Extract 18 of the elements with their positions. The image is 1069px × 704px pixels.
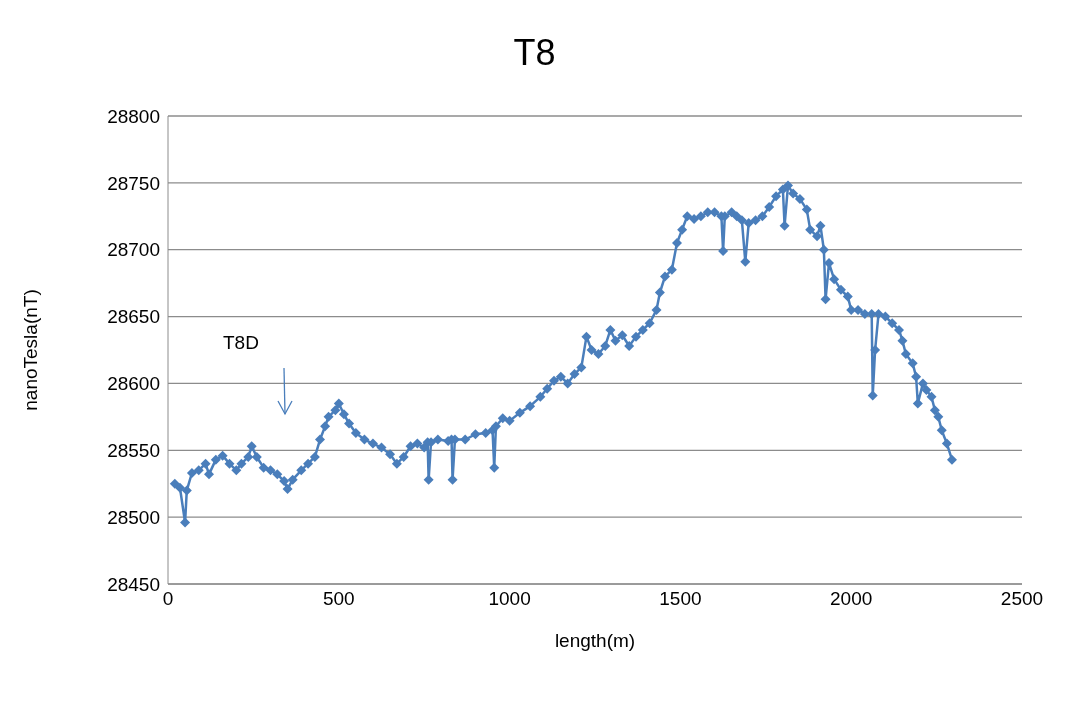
- x-tick-label: 0: [162, 588, 174, 610]
- y-tick-label: 28550: [107, 440, 160, 462]
- y-tick-label: 28750: [107, 172, 160, 194]
- y-axis-title: nanoTesla(nT): [19, 289, 41, 411]
- x-tick-label: 1000: [488, 588, 531, 610]
- chart-title: T8: [512, 32, 557, 74]
- x-tick-label: 1500: [659, 588, 702, 610]
- y-tick-label: 28450: [107, 573, 160, 595]
- x-tick-label: 2500: [1000, 588, 1044, 610]
- y-tick-label: 28650: [107, 306, 160, 328]
- y-tick-label: 28800: [107, 105, 160, 127]
- annotation: T8D: [223, 332, 259, 354]
- x-tick-label: 2000: [830, 588, 873, 610]
- y-tick-label: 28500: [107, 506, 160, 528]
- y-tick-label: 28700: [107, 239, 160, 261]
- y-tick-label: 28600: [107, 373, 160, 395]
- x-tick-label: 500: [322, 588, 355, 610]
- x-axis-title: length(m): [554, 630, 636, 652]
